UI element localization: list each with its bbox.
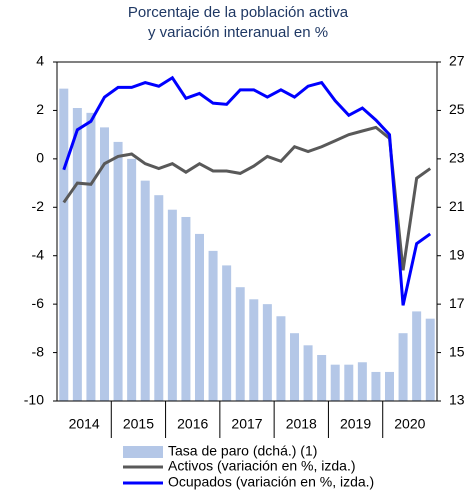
- bar: [344, 364, 354, 401]
- legend-label: Tasa de paro (dchá.) (1): [168, 443, 317, 459]
- legend-label: Ocupados (variación en %, izda.): [168, 474, 374, 490]
- bar: [371, 371, 381, 401]
- x-tick-label: 2020: [394, 416, 425, 432]
- bar: [181, 216, 191, 401]
- chart-title: Porcentaje de la población activa: [128, 4, 349, 21]
- bar: [59, 88, 69, 401]
- bar: [86, 112, 96, 401]
- x-tick-label: 2018: [286, 416, 317, 432]
- x-tick-label: 2015: [123, 416, 154, 432]
- line: [62, 125, 432, 271]
- y2-tick-label: 25: [449, 101, 465, 117]
- legend-swatch: [123, 446, 163, 458]
- bar: [262, 304, 272, 401]
- bar: [167, 209, 177, 401]
- y-tick-label: 4: [36, 53, 44, 69]
- y2-tick-label: 13: [449, 392, 465, 408]
- bar: [385, 371, 394, 401]
- bar: [398, 333, 408, 401]
- y-tick-label: 2: [36, 101, 44, 117]
- bar: [127, 158, 137, 401]
- x-tick-label: 2017: [231, 416, 262, 432]
- bar: [317, 354, 327, 401]
- x-tick-label: 2014: [69, 416, 100, 432]
- y-tick-label: -8: [32, 343, 45, 359]
- y2-tick-label: 27: [449, 53, 465, 69]
- y-tick-label: -4: [32, 246, 45, 262]
- bar: [235, 287, 245, 401]
- bar: [290, 333, 299, 401]
- y2-tick-label: 21: [449, 198, 465, 214]
- plot-frame: [56, 61, 438, 402]
- bar: [276, 316, 286, 401]
- y-tick-label: -6: [32, 295, 45, 311]
- bar: [72, 108, 82, 401]
- bar: [208, 250, 218, 401]
- y2-tick-label: 17: [449, 295, 465, 311]
- y-tick-label: -2: [32, 198, 45, 214]
- y-tick-label: -10: [24, 392, 44, 408]
- chart-title: y variación interanual en %: [148, 24, 328, 41]
- bar: [222, 265, 232, 401]
- bar: [195, 233, 204, 401]
- x-tick-label: 2016: [177, 416, 208, 432]
- bar: [140, 180, 150, 401]
- bar: [100, 127, 109, 401]
- x-tick-label: 2019: [340, 416, 371, 432]
- y-tick-label: 0: [36, 150, 44, 166]
- bar: [357, 362, 367, 401]
- bar: [303, 345, 313, 401]
- bar: [113, 141, 123, 401]
- bar: [425, 318, 435, 401]
- y2-tick-label: 15: [449, 343, 465, 359]
- line: [62, 75, 432, 306]
- y2-tick-label: 23: [449, 150, 465, 166]
- legend-label: Activos (variación en %, izda.): [168, 458, 356, 474]
- y2-tick-label: 19: [449, 246, 465, 262]
- bar: [330, 364, 340, 401]
- bar: [154, 195, 164, 401]
- bar: [249, 299, 259, 401]
- bar: [412, 311, 422, 401]
